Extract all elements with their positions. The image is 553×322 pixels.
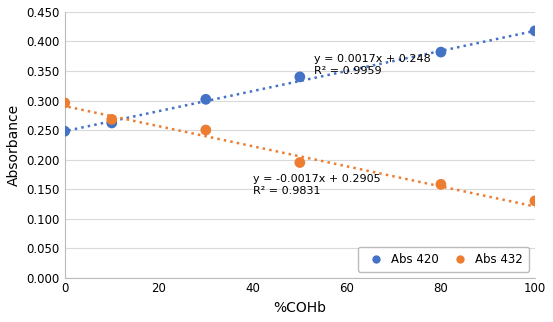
Point — [107, 117, 116, 122]
Point — [436, 182, 445, 187]
Point — [295, 74, 304, 80]
Point — [60, 100, 69, 105]
Text: y = -0.0017x + 0.2905
R² = 0.9831: y = -0.0017x + 0.2905 R² = 0.9831 — [253, 174, 380, 196]
Point — [201, 97, 210, 102]
Legend: Abs 420, Abs 432: Abs 420, Abs 432 — [358, 247, 529, 272]
Text: y = 0.0017x + 0.248
R² = 0.9959: y = 0.0017x + 0.248 R² = 0.9959 — [314, 54, 431, 76]
Y-axis label: Absorbance: Absorbance — [7, 104, 21, 186]
Point — [60, 128, 69, 134]
Point — [436, 50, 445, 55]
X-axis label: %COHb: %COHb — [273, 301, 326, 315]
Point — [107, 120, 116, 126]
Point — [530, 198, 539, 204]
Point — [201, 128, 210, 133]
Point — [530, 28, 539, 33]
Point — [295, 160, 304, 165]
